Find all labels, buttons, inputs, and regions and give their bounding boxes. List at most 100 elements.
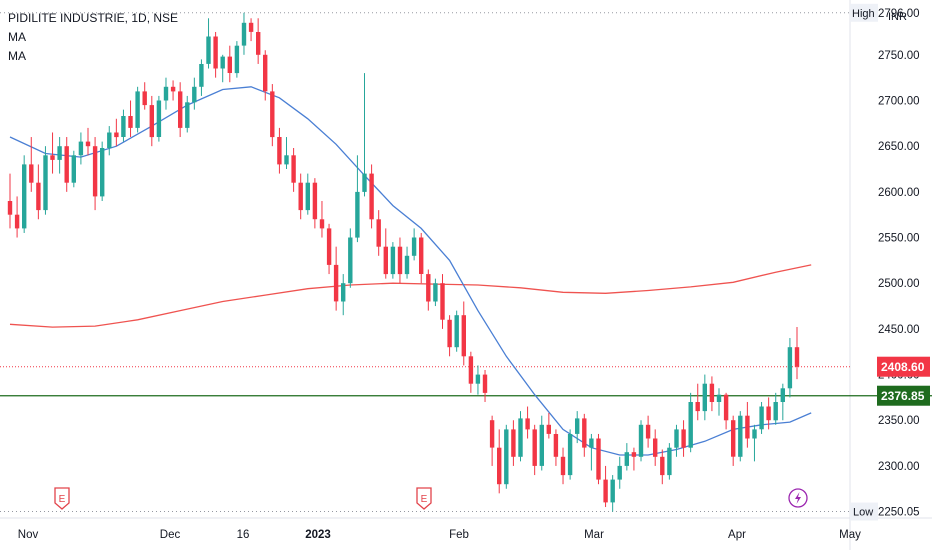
candle[interactable]	[29, 137, 34, 192]
candle[interactable]	[100, 141, 105, 201]
candle[interactable]	[610, 475, 615, 512]
candle[interactable]	[645, 415, 651, 448]
candle[interactable]	[185, 95, 190, 133]
candle[interactable]	[518, 411, 523, 462]
candle[interactable]	[433, 278, 438, 307]
indicator-ma-1[interactable]: MA	[8, 30, 26, 44]
candle[interactable]	[397, 237, 403, 284]
candle[interactable]	[553, 429, 559, 466]
candle[interactable]	[114, 118, 119, 147]
candle[interactable]	[475, 365, 481, 395]
candle[interactable]	[794, 327, 800, 380]
candle[interactable]	[780, 383, 785, 421]
last-price-badge[interactable]	[877, 356, 930, 377]
candle[interactable]	[362, 73, 367, 197]
candle[interactable]	[482, 370, 488, 402]
candle[interactable]	[298, 173, 303, 220]
candle[interactable]	[107, 126, 112, 156]
candle[interactable]	[22, 155, 27, 233]
candle[interactable]	[135, 86, 140, 133]
candle[interactable]	[14, 196, 20, 238]
indicator-ma-2[interactable]: MA	[8, 49, 26, 63]
candle[interactable]	[752, 424, 757, 462]
candle[interactable]	[596, 433, 601, 485]
candle[interactable]	[511, 420, 516, 466]
candle[interactable]	[199, 59, 204, 96]
candle[interactable]	[532, 424, 537, 476]
candle[interactable]	[341, 274, 346, 316]
candle[interactable]	[497, 429, 502, 494]
ma-slow-line[interactable]	[9, 264, 812, 328]
candle[interactable]	[525, 406, 530, 439]
candle[interactable]	[589, 433, 594, 471]
symbol-title[interactable]: PIDILITE INDUSTRIE, 1D, NSE	[8, 11, 179, 25]
candle[interactable]	[383, 228, 388, 279]
candle[interactable]	[745, 401, 750, 448]
candle[interactable]	[681, 420, 686, 457]
candle[interactable]	[575, 411, 580, 444]
candle[interactable]	[36, 164, 41, 220]
candle[interactable]	[85, 127, 91, 156]
earnings-marker[interactable]: E	[54, 487, 70, 510]
candle[interactable]	[376, 210, 381, 256]
candle[interactable]	[78, 132, 84, 165]
candle[interactable]	[170, 80, 176, 101]
candle[interactable]	[504, 424, 509, 489]
candle[interactable]	[716, 388, 722, 416]
candle[interactable]	[312, 178, 318, 229]
candle[interactable]	[688, 392, 693, 453]
candle[interactable]	[695, 383, 700, 421]
candle[interactable]	[440, 274, 445, 329]
candle[interactable]	[404, 246, 410, 279]
candle[interactable]	[660, 449, 665, 485]
candle[interactable]	[539, 415, 544, 471]
candle[interactable]	[50, 132, 55, 174]
time-axis[interactable]: Nov Dec 16 2023 Feb Mar Apr May	[18, 529, 861, 541]
candle[interactable]	[638, 420, 644, 462]
candle[interactable]	[546, 412, 551, 439]
candle[interactable]	[738, 411, 743, 462]
candle[interactable]	[461, 301, 466, 366]
candle[interactable]	[57, 137, 62, 174]
candle[interactable]	[348, 228, 353, 288]
candle[interactable]	[156, 95, 162, 142]
candle[interactable]	[227, 45, 232, 83]
candle[interactable]	[411, 228, 417, 261]
candle[interactable]	[447, 315, 452, 357]
candle[interactable]	[71, 150, 76, 188]
candle[interactable]	[766, 397, 771, 430]
candle[interactable]	[603, 465, 608, 508]
candle[interactable]	[773, 392, 778, 425]
candle[interactable]	[419, 232, 424, 284]
price-axis[interactable]: INR2300.002350.002400.002450.002500.0025…	[850, 3, 930, 521]
candle[interactable]	[241, 12, 247, 55]
candle[interactable]	[220, 54, 225, 83]
candle[interactable]	[582, 413, 587, 457]
candle[interactable]	[624, 443, 629, 471]
candle[interactable]	[723, 392, 729, 430]
candle[interactable]	[489, 415, 495, 466]
candle[interactable]	[731, 415, 736, 466]
candle[interactable]	[305, 173, 310, 215]
candle[interactable]	[263, 50, 268, 101]
candle[interactable]	[653, 429, 658, 466]
candle[interactable]	[277, 127, 282, 174]
candle[interactable]	[369, 164, 374, 229]
candle[interactable]	[163, 77, 169, 110]
candle[interactable]	[291, 148, 296, 192]
candle[interactable]	[149, 95, 154, 147]
candle[interactable]	[192, 77, 197, 110]
candle[interactable]	[617, 456, 622, 489]
candle[interactable]	[7, 173, 13, 229]
candle[interactable]	[234, 41, 240, 78]
candle[interactable]	[92, 137, 98, 211]
candle[interactable]	[631, 447, 637, 471]
candle[interactable]	[284, 137, 289, 170]
candle[interactable]	[64, 137, 69, 192]
candle[interactable]	[142, 82, 147, 110]
candle[interactable]	[213, 31, 218, 78]
candle[interactable]	[43, 146, 48, 215]
candle[interactable]	[454, 310, 459, 352]
candle[interactable]	[319, 200, 325, 238]
